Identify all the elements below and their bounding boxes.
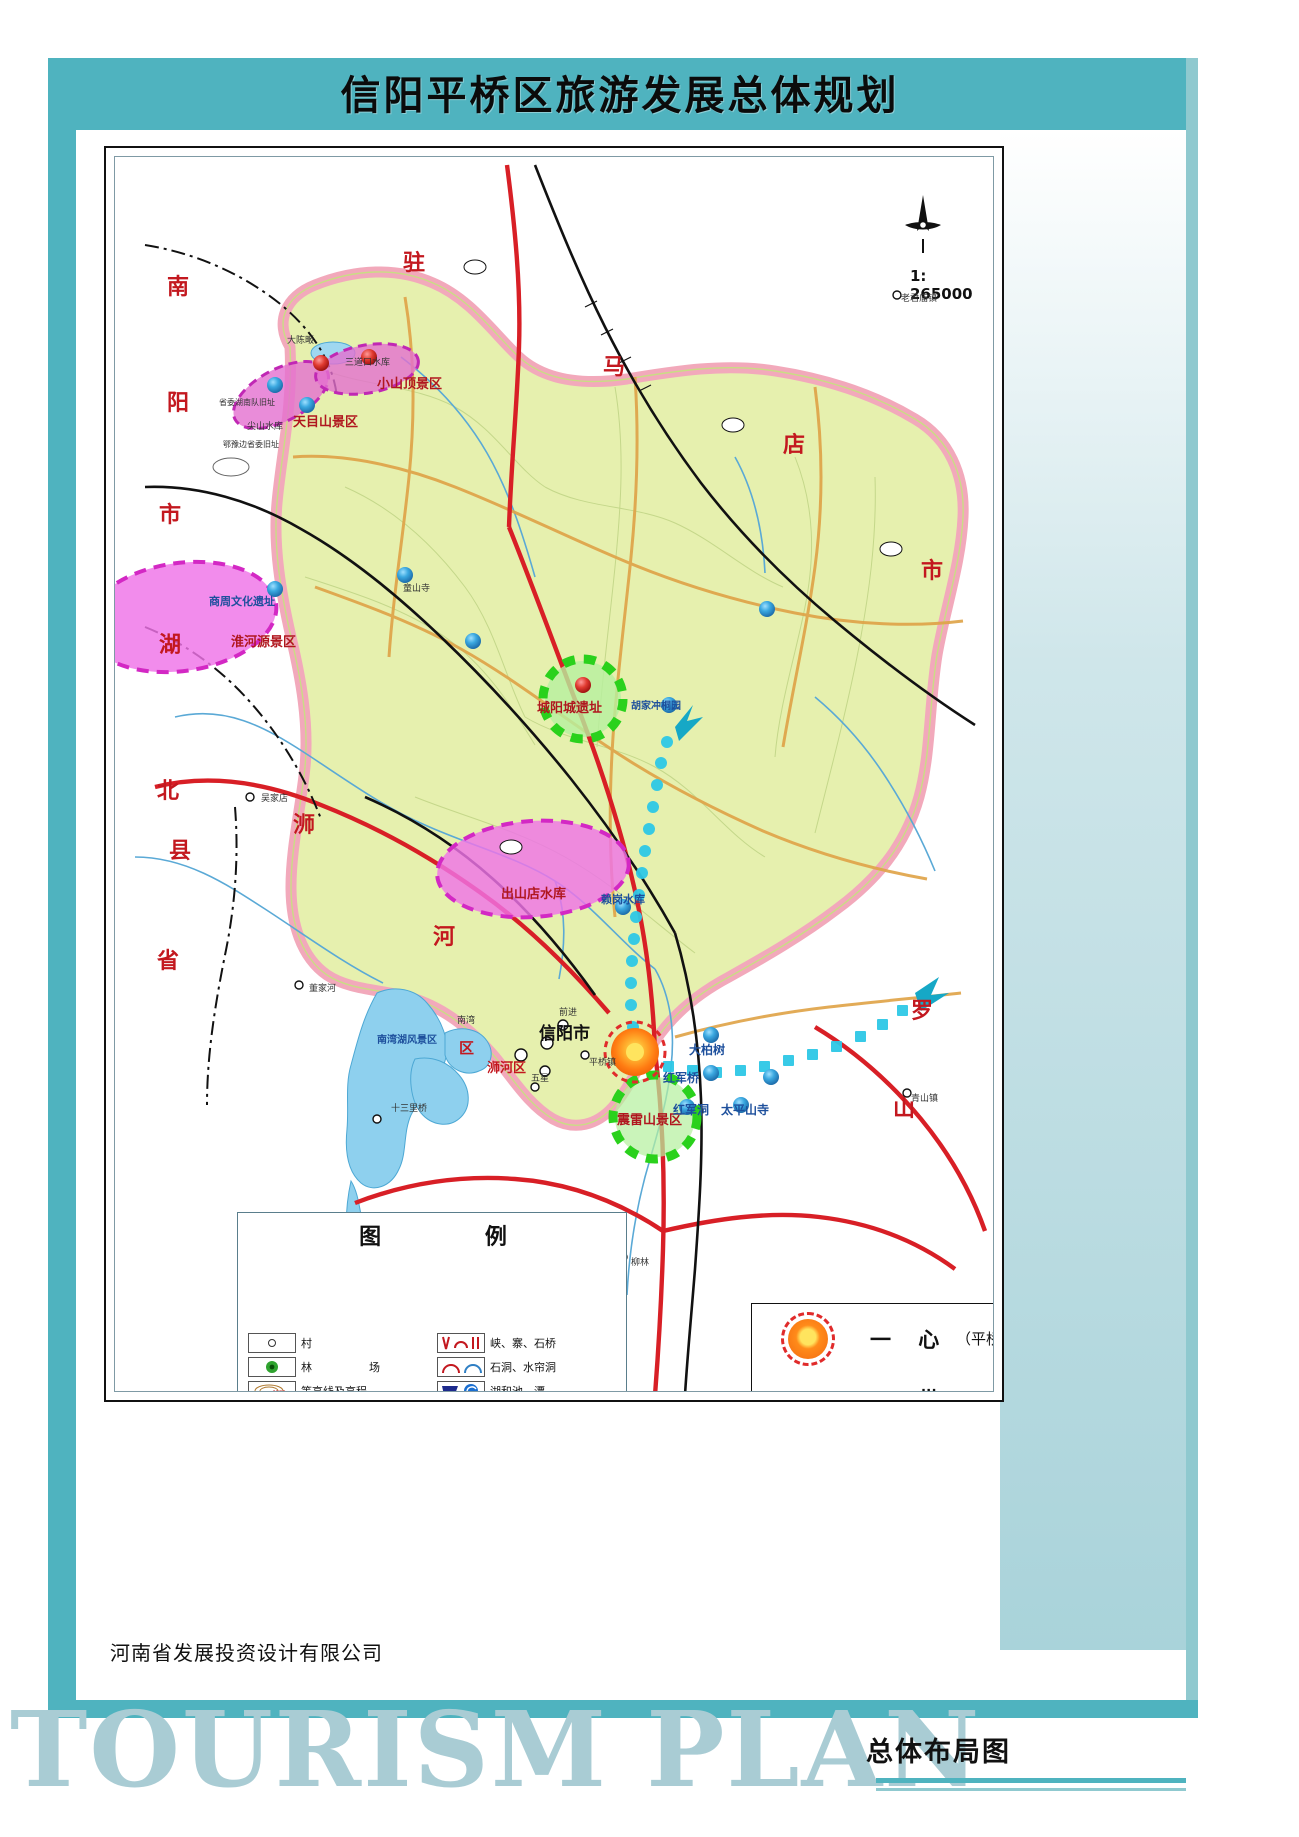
footer-rule-primary — [876, 1778, 1186, 1783]
core-marker — [603, 1020, 667, 1084]
map-scale: 1: 265000 — [910, 267, 973, 303]
footer-rule-secondary — [876, 1788, 1186, 1791]
right-decorative-band — [1000, 130, 1198, 1650]
lake-pond-tan-icon — [437, 1381, 485, 1391]
structure-desc: （环浉河水线） — [956, 1389, 993, 1391]
right-accent-bar — [1186, 58, 1198, 1718]
map-graphic — [115, 157, 993, 1391]
footer-credit: 河南省发展投资设计有限公司 — [110, 1641, 383, 1665]
structure-legend-panel: 一 心 （平桥城区） 一 带 （环浉河水线） 两 园 （震雷山、城阳城） — [751, 1303, 993, 1391]
symbol-legend-grid: 村 峡、寨、石桥 — [248, 1331, 620, 1392]
legend-row-lake-pond: 湖和池、潭 — [437, 1379, 620, 1392]
legend-label: 林 场 — [301, 1361, 386, 1374]
cave-waterfall-cave-icon — [437, 1357, 485, 1377]
legend-label: 等高线及高程 — [301, 1385, 367, 1392]
symbol-legend-title: 图 例 — [359, 1225, 555, 1250]
structure-row-core: 一 心 （平桥城区） — [752, 1310, 993, 1368]
sheet-name: 总体布局图 — [866, 1737, 1011, 1768]
village-icon — [248, 1333, 296, 1353]
core-circle-icon — [752, 1312, 864, 1366]
legend-row-village: 村 — [248, 1331, 431, 1355]
contour-icon: ·1003 — [248, 1381, 296, 1392]
title-banner — [48, 58, 1198, 130]
gorge-zhai-stone-bridge-icon — [437, 1333, 485, 1353]
legend-row-gorge: 峡、寨、石桥 — [437, 1331, 620, 1355]
map-viewport[interactable]: 1: 265000 南 阳 市 湖 北 省 驻 马 店 市 罗 山 浉 河 县 … — [114, 156, 994, 1392]
legend-label: 村 — [301, 1337, 326, 1350]
svg-text:·1003: ·1003 — [271, 1390, 285, 1392]
map-frame: 1: 265000 南 阳 市 湖 北 省 驻 马 店 市 罗 山 浉 河 县 … — [104, 146, 1004, 1402]
structure-name: 一 心 — [870, 1328, 950, 1352]
legend-row-forest-farm: 林 场 — [248, 1355, 431, 1379]
structure-row-belt: 一 带 （环浉河水线） — [752, 1370, 993, 1391]
north-arrow-icon — [905, 195, 941, 253]
page-title: 信阳平桥区旅游发展总体规划 — [340, 73, 900, 119]
legend-label: 湖和池、潭 — [490, 1385, 545, 1392]
legend-label: 石洞、水帘洞 — [490, 1361, 556, 1374]
structure-name: 一 带 — [864, 1384, 956, 1391]
symbol-legend-panel: 图 例 村 — [237, 1212, 627, 1392]
forest-farm-icon — [248, 1357, 296, 1377]
left-accent-bar — [48, 58, 76, 1718]
legend-label: 峡、寨、石桥 — [490, 1337, 556, 1350]
legend-row-cave: 石洞、水帘洞 — [437, 1355, 620, 1379]
structure-desc: （平桥城区） — [956, 1329, 993, 1348]
bottom-accent-bar — [48, 1700, 1198, 1718]
legend-row-contour: ·1003 等高线及高程 — [248, 1379, 431, 1392]
bottom-watermark: TOURISM PLAN — [10, 1688, 982, 1811]
